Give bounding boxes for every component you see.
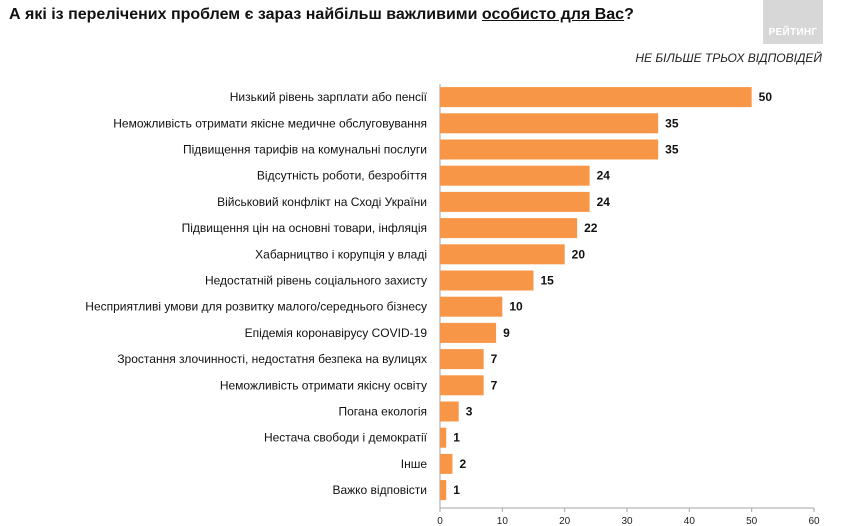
value-label: 9 (503, 326, 510, 340)
category-label: Неможливість отримати якісне медичне обс… (113, 116, 427, 130)
value-label: 7 (491, 352, 498, 366)
bar (440, 375, 484, 396)
bar (440, 244, 565, 265)
chart-title: А які із перелічених проблем є зараз най… (9, 6, 634, 24)
value-label: 35 (665, 116, 679, 130)
value-label: 24 (597, 169, 611, 183)
category-label: Військовий конфлікт на Сході України (217, 195, 427, 209)
title-end: ? (624, 6, 634, 23)
category-label: Епідемія коронавірусу COVID-19 (245, 326, 428, 340)
bar (440, 453, 453, 474)
x-tick-label: 20 (559, 516, 571, 526)
value-label: 7 (491, 378, 498, 392)
value-label: 24 (597, 195, 611, 209)
category-label: Недостатній рівень соціального захисту (205, 274, 427, 288)
value-label: 1 (453, 431, 460, 445)
title-emphasis: особисто для Вас (481, 6, 625, 23)
category-label: Неможливість отримати якісну освіту (220, 378, 427, 392)
value-label: 1 (453, 483, 460, 497)
bar (440, 218, 578, 239)
value-label: 10 (509, 300, 523, 314)
value-label: 35 (665, 143, 679, 157)
category-label: Підвищення тарифів на комунальні послуги (183, 143, 427, 157)
x-tick-label: 30 (621, 516, 633, 526)
bar (440, 270, 534, 291)
bar (440, 87, 752, 108)
category-label: Підвищення цін на основні товари, інфляц… (182, 221, 427, 235)
x-tick-label: 10 (497, 516, 509, 526)
logo-text: РЕЙТИНГ (768, 27, 818, 38)
category-label: Погана екологія (338, 405, 427, 419)
bar (440, 296, 503, 317)
category-label: Низький рівень зарплати або пенсії (230, 90, 428, 104)
category-label: Важко відповісти (332, 483, 427, 497)
bar (440, 480, 447, 501)
bar (440, 139, 659, 160)
rating-logo: РЕЙТИНГ (763, 0, 823, 44)
bar (440, 427, 447, 448)
bar (440, 322, 497, 343)
bar (440, 165, 590, 186)
value-label: 2 (459, 457, 466, 471)
category-label: Хабарництво і корупція у владі (255, 247, 427, 261)
bar (440, 349, 484, 370)
x-tick-label: 50 (746, 516, 758, 526)
category-label: Відсутність роботи, безробіття (257, 169, 427, 183)
bar (440, 113, 659, 134)
value-label: 15 (541, 274, 555, 288)
bar (440, 191, 590, 212)
category-label: Інше (401, 457, 428, 471)
chart-subtitle: НЕ БІЛЬШЕ ТРЬОХ ВІДПОВІДЕЙ (635, 51, 822, 65)
value-label: 50 (759, 90, 773, 104)
x-tick-label: 0 (437, 516, 443, 526)
value-label: 20 (572, 247, 586, 261)
category-label: Зростання злочинності, недостатня безпек… (117, 352, 427, 366)
x-tick-label: 40 (684, 516, 696, 526)
value-label: 3 (466, 405, 473, 419)
category-label: Нестача свободи і демократії (264, 431, 428, 445)
title-main: А які із перелічених проблем є зараз най… (9, 6, 482, 23)
bar (440, 401, 459, 422)
category-label: Несприятливі умови для розвитку малого/с… (85, 300, 427, 314)
x-tick-label: 60 (808, 516, 820, 526)
value-label: 22 (584, 221, 598, 235)
